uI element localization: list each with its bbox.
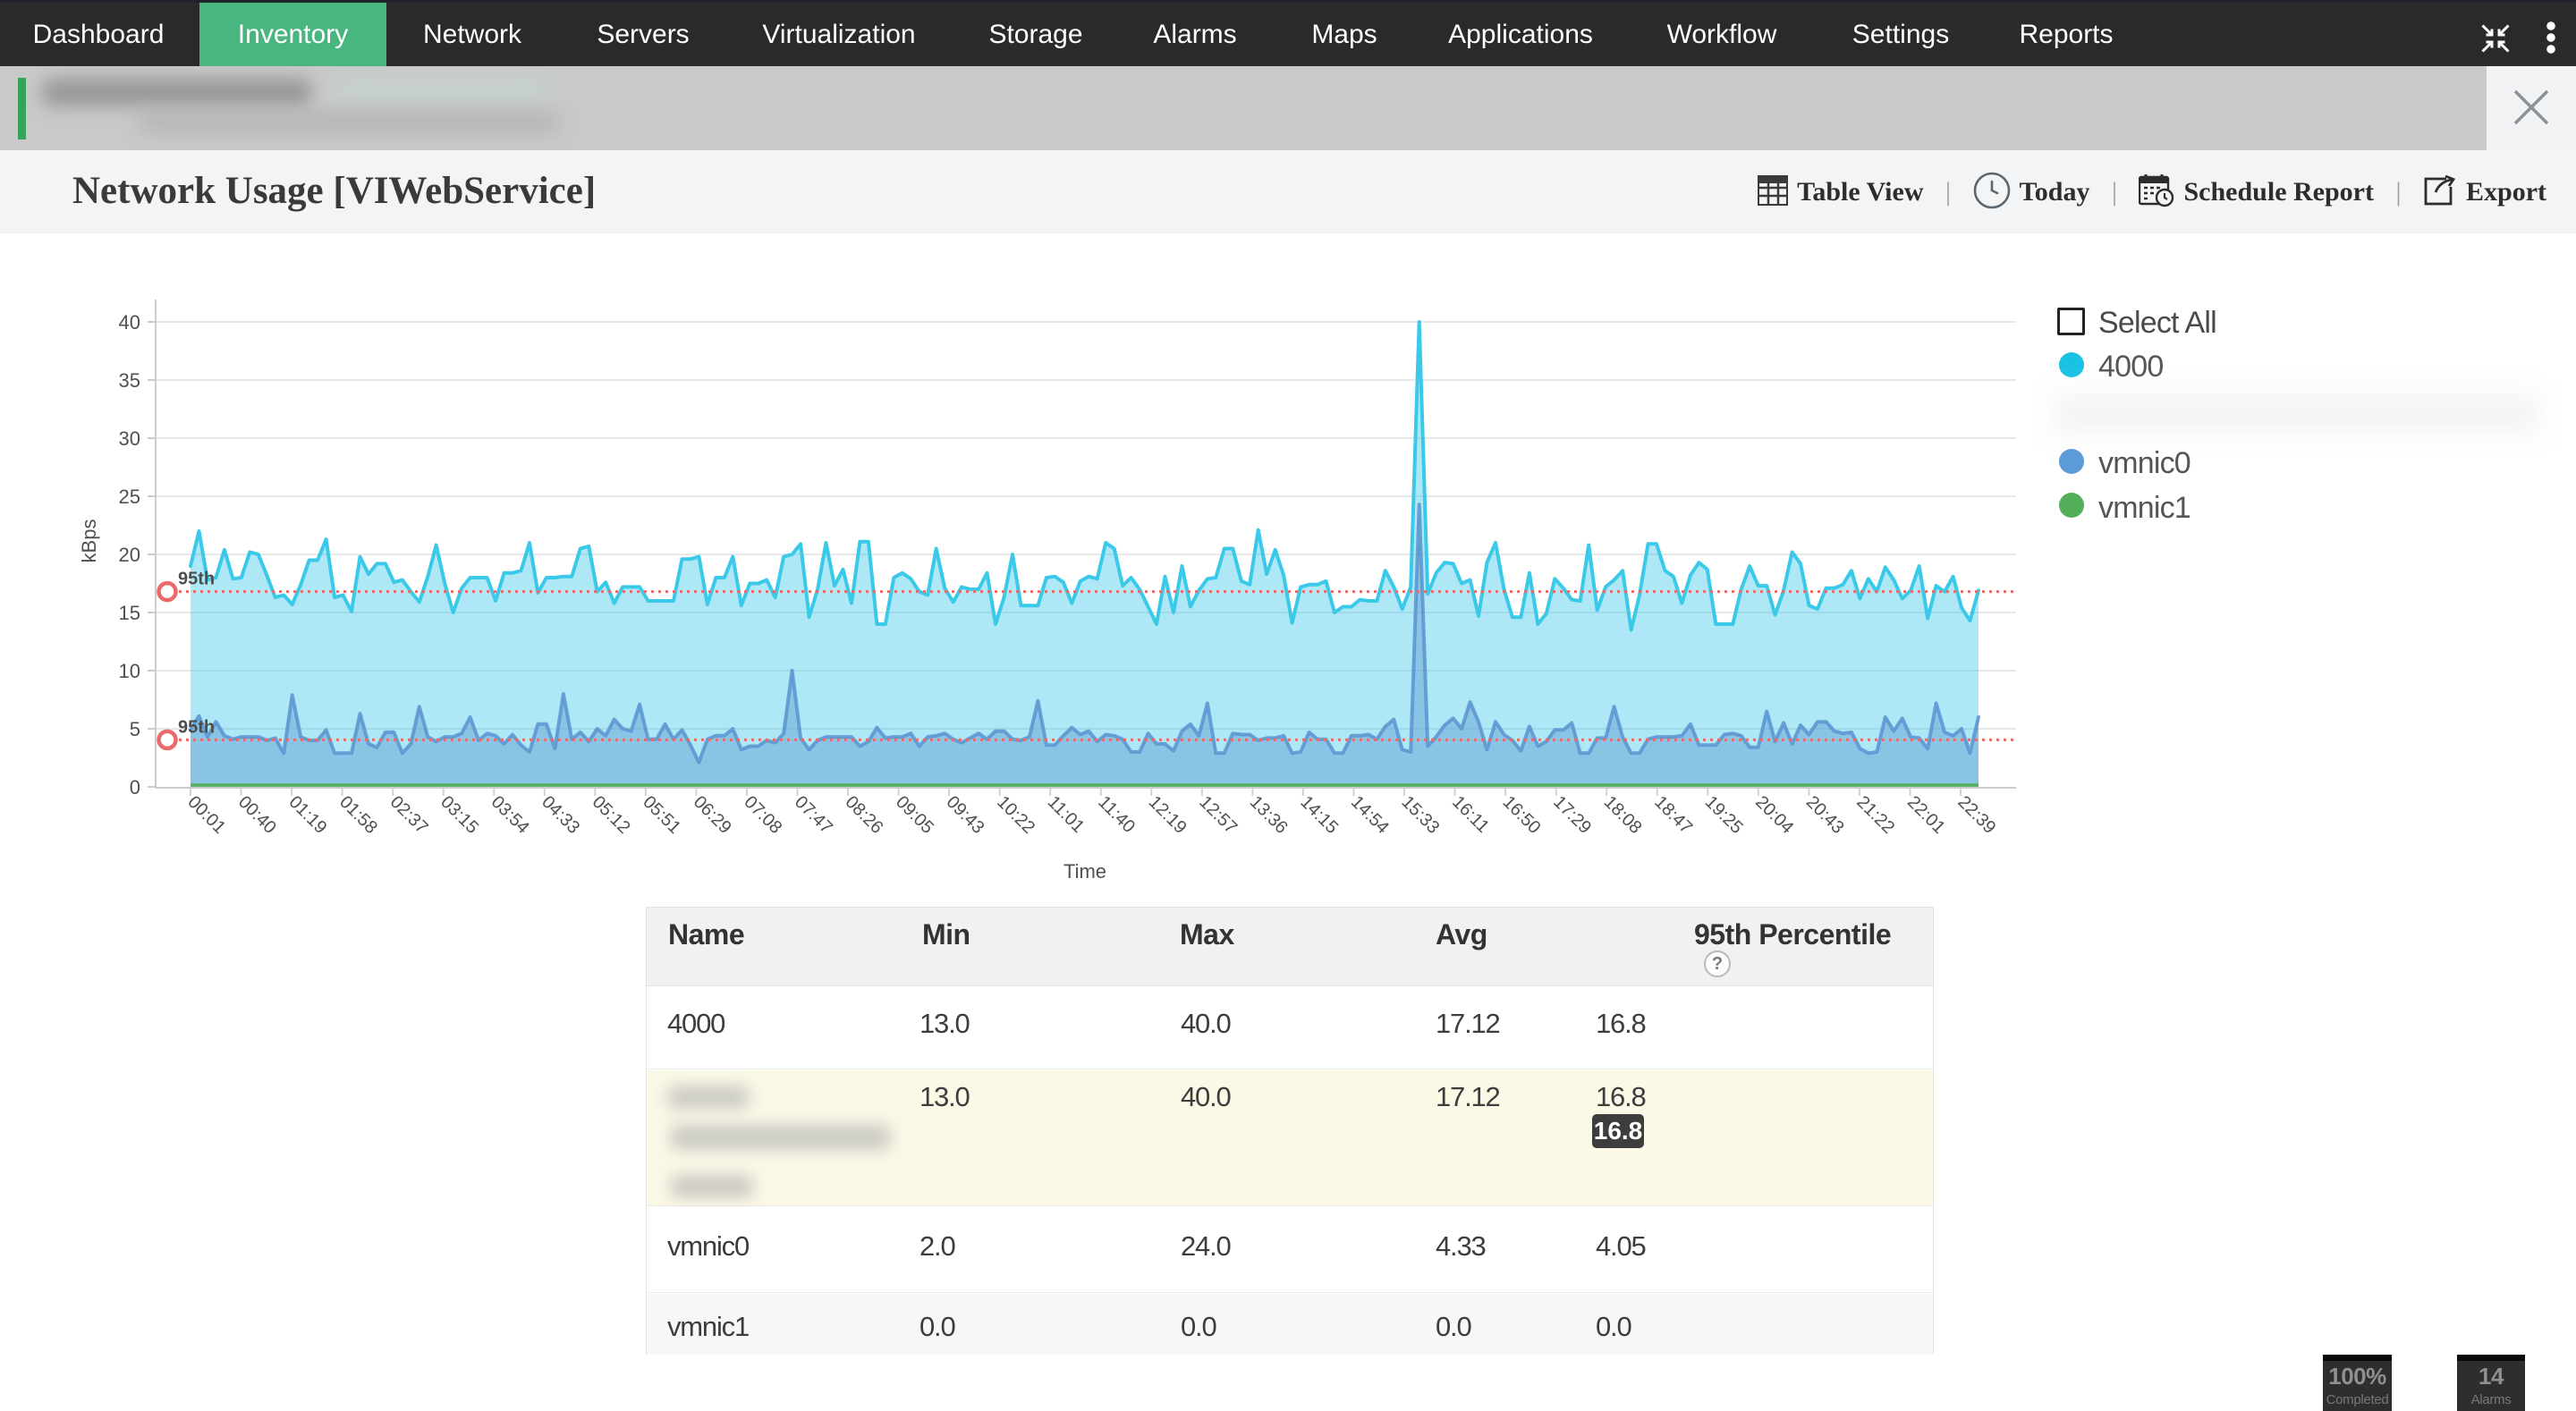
svg-text:15: 15 [119,602,140,624]
svg-text:01:19: 01:19 [285,792,331,838]
svg-text:11:01: 11:01 [1044,792,1089,837]
svg-text:14:15: 14:15 [1296,792,1342,838]
svg-text:14:54: 14:54 [1347,792,1393,838]
svg-text:03:15: 03:15 [436,792,482,838]
svg-text:08:26: 08:26 [842,792,887,838]
svg-text:18:08: 18:08 [1600,792,1646,838]
svg-text:06:29: 06:29 [690,792,735,838]
svg-text:Time: Time [1063,860,1106,883]
svg-text:03:54: 03:54 [487,792,533,838]
svg-text:16:11: 16:11 [1448,792,1493,837]
svg-text:13:36: 13:36 [1246,792,1292,838]
svg-text:05:51: 05:51 [639,792,684,838]
svg-text:00:01: 00:01 [183,792,229,838]
svg-text:20: 20 [119,544,140,566]
svg-text:17:29: 17:29 [1549,792,1595,838]
svg-text:20:43: 20:43 [1802,792,1848,838]
svg-text:07:08: 07:08 [740,792,785,838]
svg-text:04:33: 04:33 [538,792,583,838]
svg-text:22:01: 22:01 [1903,792,1949,838]
svg-text:01:58: 01:58 [335,792,381,838]
svg-text:10:22: 10:22 [993,792,1038,838]
svg-text:21:22: 21:22 [1852,792,1898,838]
svg-text:05:12: 05:12 [589,792,634,838]
svg-text:40: 40 [119,311,140,334]
svg-text:09:05: 09:05 [892,792,937,838]
svg-text:0: 0 [130,776,140,798]
svg-text:22:39: 22:39 [1953,792,1999,838]
svg-text:12:57: 12:57 [1195,792,1241,838]
svg-text:95th: 95th [178,717,215,737]
svg-text:09:43: 09:43 [943,792,988,838]
svg-text:35: 35 [119,369,140,392]
svg-text:kBps: kBps [78,520,100,563]
svg-text:18:47: 18:47 [1650,792,1696,838]
svg-text:95th: 95th [178,570,215,589]
svg-text:5: 5 [130,718,140,740]
svg-text:16:50: 16:50 [1499,792,1545,838]
svg-text:07:47: 07:47 [791,792,836,838]
svg-text:11:40: 11:40 [1094,792,1139,837]
svg-text:25: 25 [119,486,140,508]
svg-text:15:33: 15:33 [1397,792,1443,838]
svg-text:30: 30 [119,427,140,450]
svg-text:12:19: 12:19 [1145,792,1191,838]
svg-text:00:40: 00:40 [234,792,280,838]
svg-text:02:37: 02:37 [386,792,432,838]
svg-text:10: 10 [119,660,140,682]
svg-text:20:04: 20:04 [1751,792,1797,838]
svg-text:19:25: 19:25 [1701,792,1747,838]
